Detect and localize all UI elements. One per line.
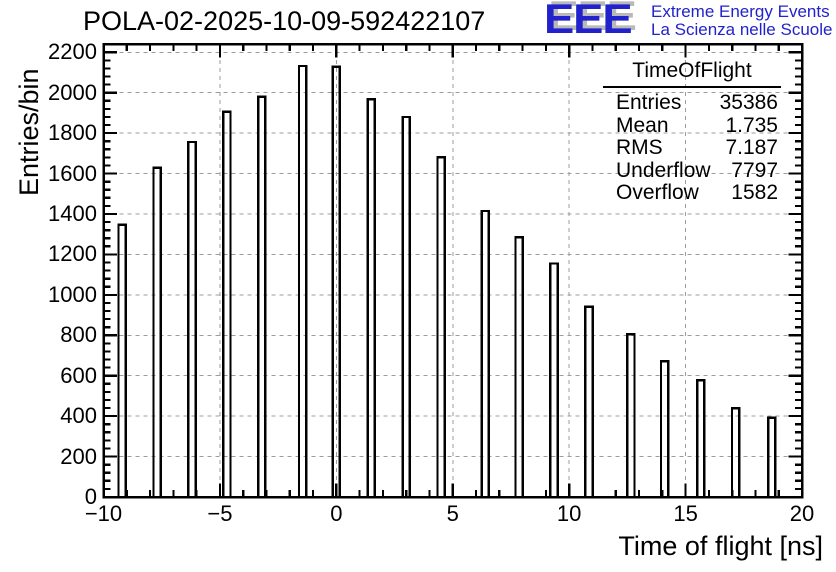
stats-row: Underflow 7797 (616, 158, 778, 183)
histogram-bar (480, 209, 491, 499)
y-tick-label: 1800 (48, 120, 97, 146)
histogram-bar (436, 156, 446, 499)
histogram-bar (584, 305, 594, 499)
stats-value: 1582 (731, 181, 778, 205)
stats-value: 7797 (731, 158, 778, 182)
x-tick-label: 0 (330, 501, 343, 526)
histogram-bar (626, 332, 636, 499)
x-tick-label: 5 (446, 501, 459, 526)
histogram-bar (514, 236, 524, 499)
y-tick-label: 200 (60, 443, 97, 469)
x-tick-label: −5 (207, 501, 233, 526)
stats-row: Entries 35386 (616, 91, 778, 115)
stats-label: Mean (616, 113, 669, 137)
x-tick-label: 15 (673, 501, 698, 526)
stats-value: 7.187 (725, 136, 778, 160)
y-tick-label: 0 (84, 484, 97, 509)
x-tick-label: 20 (789, 501, 815, 526)
stats-box: TimeOfFlight Entries 35386 Mean 1.735 RMS 7.1… (603, 56, 781, 205)
logo-tagline-1: Extreme Energy Events (651, 2, 830, 21)
histogram-bar (549, 262, 559, 499)
histogram-bar (187, 140, 197, 499)
stats-label: Underflow (616, 158, 711, 182)
stats-row: RMS 7.187 (616, 137, 778, 160)
histogram-bar (297, 64, 308, 499)
y-tick-label: 2200 (48, 39, 97, 65)
histogram-bar (695, 378, 706, 499)
histogram-bar (331, 65, 342, 499)
y-tick-label: 2000 (48, 79, 97, 105)
histogram-bar (366, 97, 377, 499)
y-tick-label: 400 (60, 403, 97, 429)
y-tick-label: 800 (60, 322, 97, 348)
histogram-bar (401, 115, 411, 499)
eee-logo: EEE (544, 0, 633, 42)
histogram-bar (222, 110, 232, 499)
stats-title: TimeOfFlight (603, 56, 781, 88)
y-tick-label: 1000 (48, 281, 97, 307)
stats-label: Entries (616, 91, 682, 114)
stats-label: Overflow (616, 181, 699, 205)
x-axis-title: Time of flight [ns] (618, 531, 823, 561)
stats-rows: Entries 35386 Mean 1.735 RMS 7.187 Underflow 77… (603, 88, 781, 205)
page-title: POLA-02-2025-10-09-592422107 (83, 6, 486, 36)
histogram-bar (730, 407, 741, 499)
stats-value: 1.735 (725, 113, 778, 137)
y-tick-label: 600 (60, 362, 97, 388)
logo-tagline-2: La Scienza nelle Scuole (651, 20, 833, 39)
stats-row: Mean 1.735 (616, 113, 778, 138)
x-tick-label: −10 (84, 501, 123, 526)
histogram-bar (152, 166, 162, 499)
y-tick-label: 1200 (48, 241, 97, 267)
y-tick-label: 1400 (48, 201, 97, 226)
y-tick-label: 1600 (48, 160, 97, 186)
x-tick-label: 10 (556, 501, 582, 526)
stats-value: 35386 (719, 91, 778, 114)
histogram-bar (659, 359, 670, 499)
stats-label: RMS (616, 136, 663, 160)
histogram-bar (766, 416, 777, 499)
histogram-bar (257, 95, 267, 499)
stats-row: Overflow 1582 (616, 182, 778, 205)
